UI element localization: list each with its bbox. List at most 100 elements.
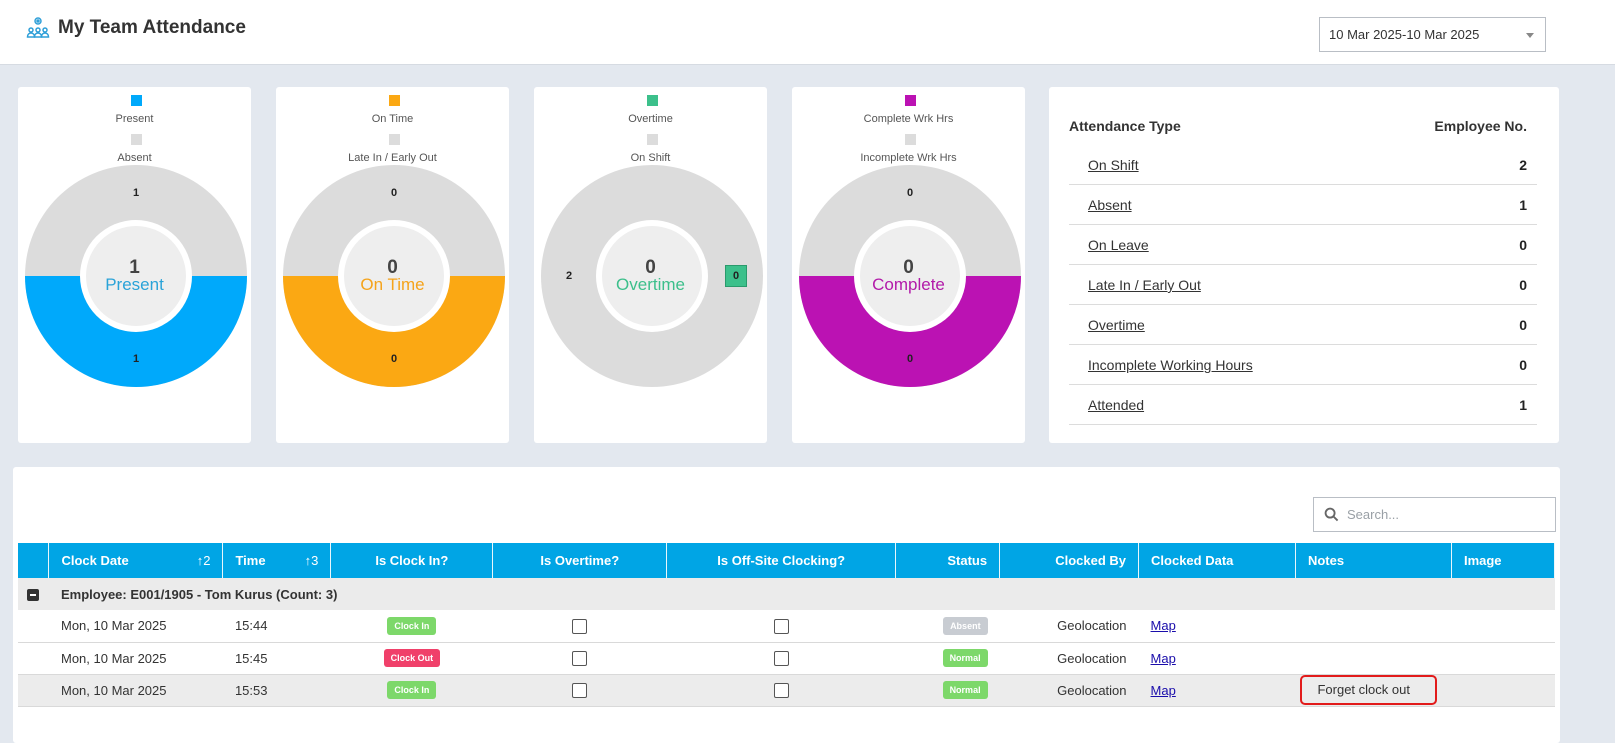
legend-swatch-overtime	[647, 95, 658, 106]
clock-out-badge: Clock Out	[383, 649, 441, 667]
sort-order: 3	[311, 553, 319, 568]
cell-clock: Clock Out	[330, 642, 493, 675]
col-clock-date[interactable]: Clock Date ↑2	[48, 543, 224, 578]
overtime-checkbox[interactable]	[572, 651, 588, 667]
donut-top-value: 0	[906, 187, 914, 199]
attendance-label[interactable]: On Shift	[1088, 157, 1139, 173]
table-header-row: Clock Date ↑2 Time ↑3 Is Clock In? Is Over…	[18, 543, 1556, 578]
legend-on-time[interactable]: On Time	[371, 113, 414, 125]
sort-up-icon[interactable]: ↑3	[304, 553, 319, 568]
attendance-label[interactable]: Incomplete Working Hours	[1088, 357, 1253, 373]
legend-swatch-incomplete	[905, 134, 916, 145]
complete-donut-chart	[799, 165, 1021, 387]
legend-complete-wrk-hrs[interactable]: Complete Wrk Hrs	[863, 113, 954, 125]
attendance-label[interactable]: Late In / Early Out	[1088, 277, 1201, 293]
attendance-label[interactable]: Absent	[1088, 197, 1132, 213]
attendance-row-on-shift[interactable]: On Shift 2	[1069, 145, 1537, 185]
offsite-checkbox[interactable]	[773, 651, 789, 667]
cell-clocked-by: Geolocation	[999, 642, 1139, 675]
attendance-label[interactable]: Overtime	[1088, 317, 1145, 333]
donut-hole	[602, 226, 702, 326]
overtime-checkbox[interactable]	[572, 618, 588, 634]
attendance-row-overtime[interactable]: Overtime 0	[1069, 305, 1537, 345]
legend-swatch-absent	[131, 134, 142, 145]
cell-status: Normal	[895, 674, 1000, 707]
table-row[interactable]: Mon, 10 Mar 2025 15:44 Clock In Absent G…	[18, 610, 1555, 643]
donut-bottom-value: 1	[132, 353, 140, 365]
attendance-count: 2	[1519, 157, 1527, 173]
collapse-icon[interactable]	[27, 589, 40, 602]
cell-overtime	[492, 610, 667, 643]
col-clocked-by[interactable]: Clocked By	[999, 543, 1140, 578]
legend-late-in-early-out[interactable]: Late In / Early Out	[348, 152, 437, 164]
col-clocked-data[interactable]: Clocked Data	[1138, 543, 1296, 578]
col-status[interactable]: Status	[895, 543, 1001, 578]
attendance-row-late-in[interactable]: Late In / Early Out 0	[1069, 265, 1537, 305]
map-link[interactable]: Map	[1150, 650, 1176, 666]
on-time-chart-card: On Time Late In / Early Out 0 0 0 On Tim…	[276, 87, 509, 443]
attendance-row-absent[interactable]: Absent 1	[1069, 185, 1537, 225]
cell-offsite	[666, 674, 896, 707]
attendance-row-on-leave[interactable]: On Leave 0	[1069, 225, 1537, 265]
attendance-label[interactable]: Attended	[1088, 397, 1145, 413]
offsite-checkbox[interactable]	[773, 618, 789, 634]
row-spacer	[18, 642, 49, 675]
title-wrap: My Team Attendance	[26, 16, 246, 40]
collapse-group-cell[interactable]	[18, 578, 49, 610]
cell-date: Mon, 10 Mar 2025	[48, 642, 223, 675]
page-title: My Team Attendance	[58, 17, 246, 38]
team-icon	[26, 17, 50, 38]
donut-center-value: 0	[903, 257, 914, 278]
overtime-checkbox[interactable]	[572, 683, 588, 699]
search-input[interactable]	[1347, 498, 1547, 531]
complete-chart-card: Complete Wrk Hrs Incomplete Wrk Hrs 0 0 …	[792, 87, 1025, 443]
clock-in-badge: Clock In	[387, 681, 437, 699]
col-is-offsite[interactable]: Is Off-Site Clocking?	[666, 543, 897, 578]
col-is-overtime[interactable]: Is Overtime?	[492, 543, 668, 578]
cell-notes	[1295, 610, 1452, 643]
donut-top-value: 0	[390, 187, 398, 199]
legend-incomplete-wrk-hrs[interactable]: Incomplete Wrk Hrs	[860, 152, 957, 164]
offsite-checkbox[interactable]	[773, 683, 789, 699]
map-link[interactable]: Map	[1150, 682, 1176, 698]
cell-clocked-data: Map	[1138, 674, 1296, 707]
legend-overtime[interactable]: Overtime	[628, 113, 673, 125]
cell-overtime	[492, 674, 667, 707]
col-is-clock-in[interactable]: Is Clock In?	[330, 543, 494, 578]
legend-absent[interactable]: Absent	[117, 152, 152, 164]
date-range-value: 10 Mar 2025-10 Mar 2025	[1329, 27, 1480, 42]
cell-clocked-by: Geolocation	[999, 610, 1139, 643]
attendance-label[interactable]: On Leave	[1088, 237, 1149, 253]
attendance-row-attended[interactable]: Attended 1	[1069, 385, 1537, 425]
cell-status: Absent	[895, 610, 1000, 643]
present-chart-card: Present Absent 1 1 1 Present	[18, 87, 251, 443]
sort-up-icon[interactable]: ↑2	[196, 553, 211, 568]
cell-status: Normal	[895, 642, 1000, 675]
search-box[interactable]	[1313, 497, 1556, 532]
map-link[interactable]: Map	[1150, 618, 1176, 634]
donut-center-label: On Time	[360, 275, 425, 294]
cell-date: Mon, 10 Mar 2025	[48, 610, 223, 643]
legend-on-shift[interactable]: On Shift	[630, 152, 671, 164]
attendance-count: 0	[1519, 357, 1527, 373]
col-image[interactable]: Image	[1451, 543, 1556, 578]
expand-column-header	[18, 543, 50, 578]
cell-date: Mon, 10 Mar 2025	[48, 674, 223, 707]
col-time[interactable]: Time ↑3	[222, 543, 332, 578]
search-icon	[1324, 507, 1339, 522]
table-row[interactable]: Mon, 10 Mar 2025 15:53 Clock In Normal G…	[18, 674, 1555, 707]
legend-swatch-on-time	[389, 95, 400, 106]
attendance-row-incomplete[interactable]: Incomplete Working Hours 0	[1069, 345, 1537, 385]
date-range-select[interactable]: 10 Mar 2025-10 Mar 2025	[1319, 17, 1546, 52]
donut-left-value: 2	[565, 270, 573, 282]
donut-hole	[344, 226, 444, 326]
status-badge: Normal	[942, 681, 988, 699]
cell-notes	[1295, 642, 1452, 675]
legend-present[interactable]: Present	[115, 113, 154, 125]
cell-overtime	[492, 642, 667, 675]
col-notes[interactable]: Notes	[1295, 543, 1452, 578]
attendance-count: 1	[1519, 197, 1527, 213]
table-row[interactable]: Mon, 10 Mar 2025 15:45 Clock Out Normal …	[18, 642, 1555, 675]
legend-swatch-on-shift	[647, 134, 658, 145]
donut-top-value: 1	[132, 187, 140, 199]
